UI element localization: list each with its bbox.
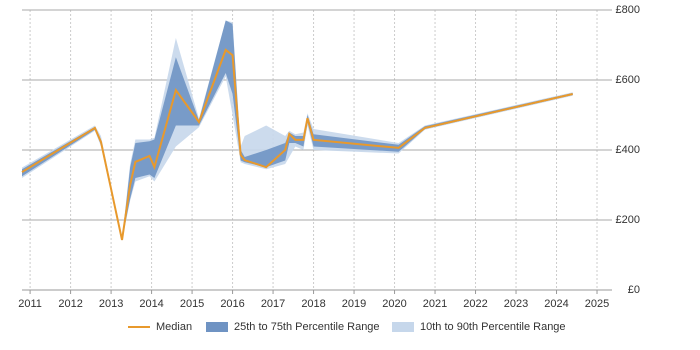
x-tick-label: 2020: [382, 298, 406, 310]
x-tick-label: 2017: [261, 298, 285, 310]
x-tick-label: 2023: [504, 298, 528, 310]
median-line: [21, 48, 573, 241]
legend-label: Median: [156, 321, 192, 333]
legend-swatch: [392, 322, 414, 332]
x-tick-label: 2021: [423, 298, 447, 310]
x-tick-label: 2014: [139, 298, 163, 310]
x-tick-label: 2025: [585, 298, 609, 310]
x-tick-label: 2022: [463, 298, 487, 310]
percentile-band: [22, 20, 573, 240]
y-tick-label: £400: [616, 144, 640, 156]
percentile-band: [22, 20, 573, 241]
x-tick-label: 2016: [220, 298, 244, 310]
x-tick-label: 2015: [180, 298, 204, 310]
legend-label: 10th to 90th Percentile Range: [420, 321, 566, 333]
y-tick-label: £600: [616, 74, 640, 86]
x-tick-label: 2024: [544, 298, 568, 310]
y-tick-label: £800: [616, 4, 640, 16]
legend-label: 25th to 75th Percentile Range: [234, 321, 380, 333]
legend-swatch: [206, 322, 228, 332]
x-tick-label: 2012: [58, 298, 82, 310]
y-tick-label: £0: [628, 284, 640, 296]
x-tick-label: 2018: [301, 298, 325, 310]
x-tick-label: 2013: [99, 298, 123, 310]
x-tick-label: 2011: [18, 298, 42, 310]
x-tick-label: 2019: [342, 298, 366, 310]
y-tick-label: £200: [616, 214, 640, 226]
